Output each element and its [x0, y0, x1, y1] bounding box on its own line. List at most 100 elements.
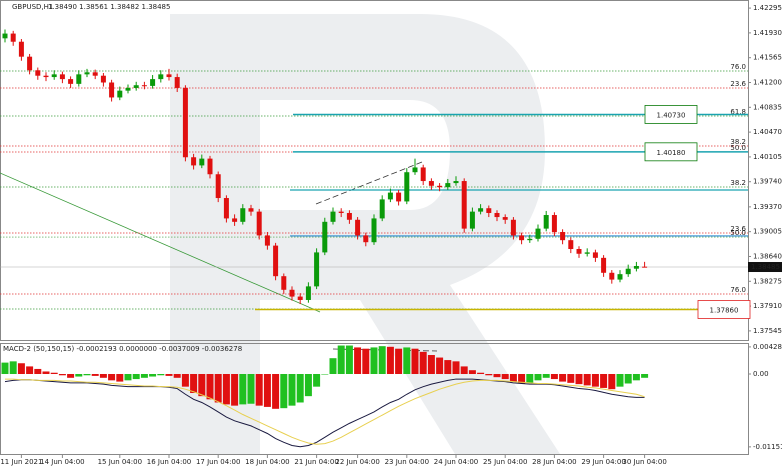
- candle-body: [510, 219, 516, 236]
- candle-body: [478, 208, 484, 212]
- macd-bar: [354, 347, 362, 375]
- macd-bar: [452, 361, 460, 375]
- macd-bar: [460, 366, 468, 375]
- macd-trend-line: [332, 348, 438, 352]
- macd-bar: [255, 374, 263, 406]
- candle-body: [51, 74, 57, 78]
- candle-body: [633, 265, 639, 269]
- macd-panel: [0, 343, 749, 455]
- macd-bar: [436, 357, 444, 375]
- candle-body: [264, 235, 270, 246]
- macd-bar: [542, 374, 550, 378]
- macd-bar: [50, 372, 58, 375]
- y-tick-label: 1.39005: [753, 228, 782, 236]
- current-price-label: 1.38485: [751, 263, 780, 271]
- macd-bar: [616, 374, 624, 387]
- candle-body: [305, 286, 311, 300]
- candle-body: [158, 74, 164, 80]
- macd-bar: [567, 374, 575, 383]
- macd-bar: [263, 374, 271, 407]
- candle-body: [174, 77, 180, 88]
- x-tick-label: 25 Jun 04:00: [483, 458, 527, 466]
- x-tick-label: 30 Jun 04:00: [622, 458, 666, 466]
- macd-bar: [493, 374, 501, 378]
- macd-bar: [641, 374, 649, 378]
- macd-bar: [321, 374, 329, 375]
- macd-bar: [239, 374, 247, 405]
- candle-body: [461, 181, 467, 229]
- x-tick-label: 28 Jun 04:00: [532, 458, 576, 466]
- macd-bar: [386, 346, 394, 375]
- candle-body: [100, 75, 106, 83]
- x-tick-label: 23 Jun 04:00: [385, 458, 429, 466]
- macd-bar: [583, 374, 591, 386]
- candle-body: [428, 181, 434, 186]
- candle-body: [150, 79, 156, 86]
- y-tick-label: 1.39740: [753, 178, 782, 186]
- candle-body: [182, 87, 188, 158]
- macd-bar: [468, 370, 476, 375]
- macd-bar: [132, 374, 140, 380]
- macd-bar: [559, 374, 567, 382]
- candle-body: [568, 240, 574, 250]
- x-tick-label: 17 Jun 04:00: [196, 458, 240, 466]
- candle-body: [609, 272, 615, 280]
- macd-bar: [198, 374, 206, 397]
- candle-body: [117, 90, 123, 98]
- macd-bar: [427, 355, 435, 375]
- fib-label: 50.0: [730, 144, 746, 152]
- candle-body: [297, 296, 303, 300]
- macd-bar: [534, 374, 542, 381]
- fib-label: 76.0: [730, 286, 746, 294]
- macd-bar: [83, 374, 91, 376]
- macd-bar: [190, 374, 198, 393]
- ohlc-readout: 1.38490 1.38561 1.38482 1.38485: [48, 3, 170, 11]
- macd-bar: [9, 361, 17, 375]
- candle-body: [502, 217, 508, 220]
- macd-main-line: [4, 378, 645, 448]
- candle-body: [199, 158, 205, 166]
- candle-body: [601, 257, 607, 273]
- x-tick-label: 29 Jun 04:00: [581, 458, 625, 466]
- candle-body: [248, 208, 254, 212]
- candle-body: [166, 74, 172, 78]
- candle-body: [281, 276, 287, 290]
- candle-body: [494, 212, 500, 218]
- fib-label: 38.2: [730, 179, 746, 187]
- macd-bar: [411, 348, 419, 375]
- candle-body: [125, 87, 131, 91]
- current-price-box: [748, 262, 782, 273]
- macd-bar: [600, 374, 608, 388]
- fib-label: 76.0: [730, 63, 746, 71]
- macd-bar: [518, 374, 526, 384]
- macd-bar: [1, 362, 9, 375]
- candle-body: [240, 208, 246, 222]
- candle-body: [453, 181, 459, 184]
- candle-body: [191, 157, 197, 166]
- y-tick-label: 1.41930: [753, 29, 782, 37]
- macd-bar: [42, 371, 50, 375]
- candle-body: [2, 33, 8, 39]
- macd-bar: [231, 374, 239, 406]
- candle-body: [133, 85, 139, 88]
- macd-bar: [296, 374, 304, 403]
- macd-bar: [419, 351, 427, 375]
- macd-signal-line: [5, 378, 645, 445]
- candle-body: [109, 82, 115, 98]
- x-tick-label: 11 Jun 2021: [0, 458, 42, 466]
- candle-body: [10, 33, 16, 42]
- y-tick-label: 1.39370: [753, 203, 782, 211]
- candle-body: [560, 232, 566, 241]
- x-tick-label: 24 Jun 04:00: [434, 458, 478, 466]
- y2-tick-label: 0.00: [753, 370, 769, 378]
- x-tick-label: 16 Jun 04:00: [147, 458, 191, 466]
- candle-body: [412, 167, 418, 173]
- macd-bar: [608, 374, 616, 390]
- y-tick-label: 1.37910: [753, 302, 782, 310]
- candle-body: [273, 245, 279, 277]
- candle-body: [617, 274, 623, 280]
- x-tick-label: 21 Jun 04:00: [294, 458, 338, 466]
- macd-bar: [116, 374, 124, 382]
- y-tick-label: 1.38275: [753, 277, 782, 285]
